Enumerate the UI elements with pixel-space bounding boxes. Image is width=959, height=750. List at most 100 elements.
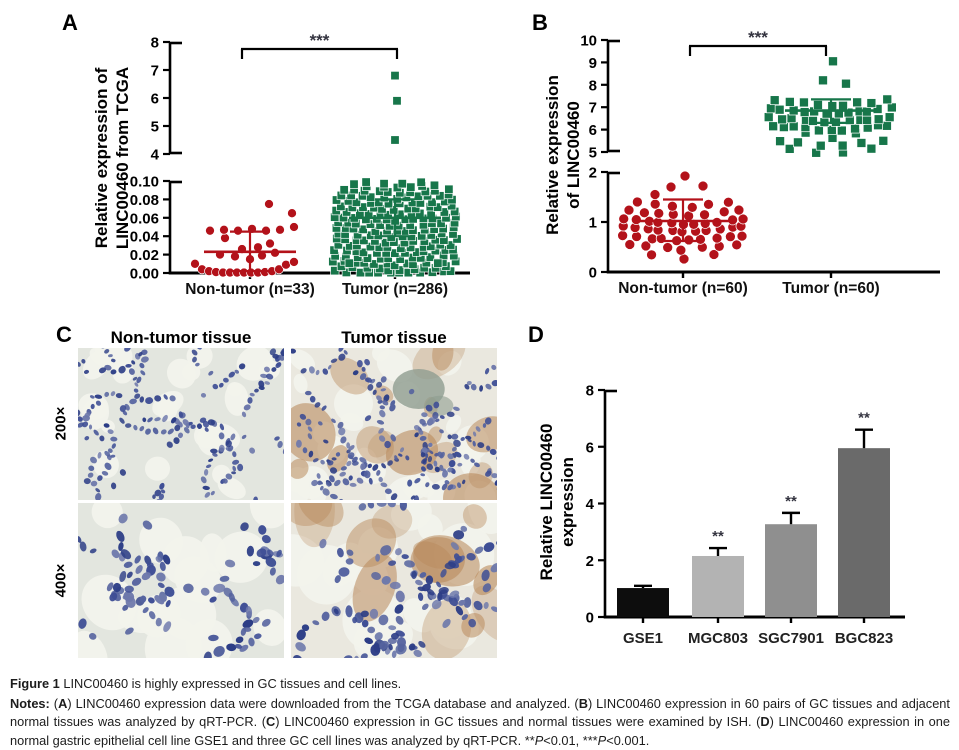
bar-bgc823	[838, 448, 890, 617]
data-point	[623, 204, 635, 216]
data-point	[818, 75, 828, 86]
nucleus	[230, 433, 236, 441]
nucleus	[269, 348, 277, 356]
nucleus	[360, 610, 369, 618]
tissue-hole	[417, 513, 443, 542]
tissue-hole	[161, 536, 210, 586]
ish-stain-patch	[462, 504, 487, 529]
data-point	[265, 238, 275, 249]
nucleus	[162, 554, 171, 565]
nucleus	[243, 404, 251, 411]
nucleus	[138, 352, 143, 357]
tissue-hole	[460, 444, 481, 477]
nucleus	[420, 473, 426, 477]
nucleus	[291, 348, 296, 354]
nucleus	[397, 644, 405, 653]
data-point	[727, 214, 738, 226]
y-tick-label: 2	[589, 165, 597, 182]
nucleus	[340, 466, 347, 471]
data-point	[665, 181, 677, 193]
data-point	[339, 185, 349, 195]
nucleus	[110, 369, 117, 375]
nucleus	[162, 414, 168, 423]
nucleus	[414, 432, 419, 438]
data-point	[675, 244, 687, 256]
data-point	[444, 184, 454, 194]
nucleus	[377, 399, 383, 404]
data-point	[878, 135, 889, 146]
data-point	[275, 224, 285, 235]
nucleus	[312, 620, 320, 626]
data-point	[736, 230, 748, 242]
nucleus	[307, 426, 313, 432]
nucleus	[452, 446, 457, 452]
nucleus	[379, 405, 385, 410]
nucleus	[212, 452, 218, 457]
nucleus	[97, 451, 102, 459]
nucleus	[87, 472, 94, 478]
data-point	[873, 114, 884, 125]
nucleus	[119, 417, 125, 424]
nucleus	[343, 655, 353, 658]
nucleus	[301, 624, 310, 632]
nucleus	[426, 463, 434, 471]
nucleus	[225, 473, 233, 480]
tissue-hole	[81, 397, 110, 430]
nucleus	[264, 366, 270, 373]
significance-stars: **	[712, 528, 724, 545]
nucleus	[252, 616, 260, 624]
significance-stars: ***	[748, 28, 768, 47]
nucleus	[265, 557, 277, 567]
data-point	[630, 214, 642, 225]
nucleus	[330, 358, 338, 363]
nucleus	[356, 477, 364, 484]
nucleus	[444, 561, 456, 570]
caption-title: Figure 1 LINC00460 is highly expressed i…	[10, 675, 950, 693]
data-point	[731, 239, 743, 251]
nucleus	[111, 443, 116, 449]
y-tick-label: 4	[586, 496, 595, 513]
data-point	[711, 217, 723, 228]
nucleus	[364, 358, 370, 366]
nucleus	[222, 478, 228, 484]
nucleus	[274, 436, 280, 441]
nucleus	[134, 393, 141, 399]
data-point	[359, 235, 369, 246]
data-point	[369, 259, 379, 269]
nucleus	[432, 411, 439, 420]
nucleus	[183, 583, 194, 594]
nucleus	[131, 577, 142, 586]
nucleus	[240, 522, 249, 532]
nucleus	[320, 459, 325, 465]
data-point	[358, 224, 368, 234]
nucleus	[134, 555, 141, 564]
nucleus	[107, 429, 114, 434]
nucleus	[336, 547, 344, 558]
nucleus	[428, 442, 433, 448]
data-point	[624, 239, 636, 250]
nucleus	[413, 425, 421, 431]
nucleus	[322, 488, 330, 496]
nucleus	[300, 368, 307, 374]
nucleus	[390, 493, 398, 500]
y-tick-label: 0.00	[130, 266, 159, 283]
nucleus	[142, 607, 149, 614]
panel-c-header-non-tumor: Non-tumor tissue	[110, 328, 252, 347]
nucleus	[444, 480, 450, 485]
nucleus	[491, 473, 497, 479]
nucleus	[202, 420, 209, 428]
y-tick-label: 6	[151, 91, 159, 108]
nucleus	[139, 362, 145, 369]
nucleus	[413, 649, 422, 658]
nucleus	[491, 364, 497, 370]
nucleus	[93, 429, 99, 436]
tissue-hole	[355, 447, 377, 470]
nucleus	[218, 382, 224, 388]
ish-stain-patch	[356, 426, 394, 464]
nucleus	[468, 618, 477, 628]
nucleus	[133, 424, 138, 431]
nucleus	[380, 482, 388, 488]
nucleus	[109, 592, 118, 602]
nucleus	[449, 590, 460, 598]
